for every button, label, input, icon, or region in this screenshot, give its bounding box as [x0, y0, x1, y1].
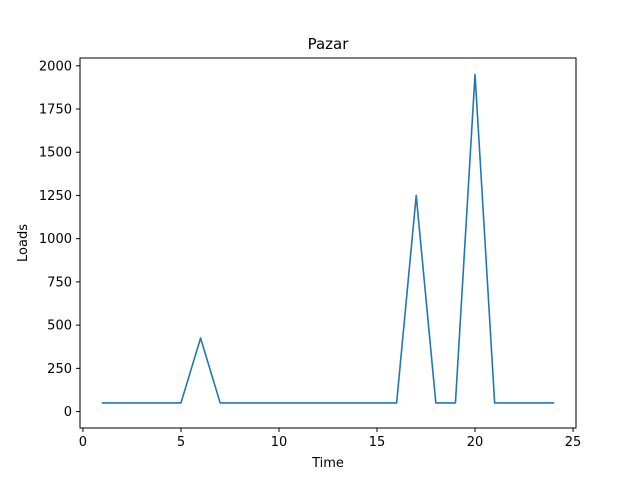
- series-line: [101, 73, 555, 404]
- x-tick-label: 15: [369, 435, 386, 450]
- y-axis-label: Loads: [16, 224, 31, 262]
- y-tick-label: 2000: [39, 59, 72, 74]
- x-tick-label: 0: [79, 435, 87, 450]
- y-tick-label: 0: [64, 405, 72, 420]
- y-tick-label: 1500: [39, 146, 72, 161]
- plot-frame: [79, 57, 577, 429]
- y-tick-label: 1750: [39, 103, 72, 118]
- x-tick-label: 10: [271, 435, 288, 450]
- x-tick-label: 5: [177, 435, 185, 450]
- y-tick-label: 250: [47, 362, 72, 377]
- y-tick-label: 1250: [39, 189, 72, 204]
- x-axis-label: Time: [311, 456, 344, 471]
- y-tick-label: 750: [47, 275, 72, 290]
- x-tick-label: 25: [565, 435, 582, 450]
- chart-title: Pazar: [308, 35, 350, 53]
- x-tick-label: 20: [467, 435, 484, 450]
- y-tick-label: 1000: [39, 232, 72, 247]
- y-tick-label: 500: [47, 319, 72, 334]
